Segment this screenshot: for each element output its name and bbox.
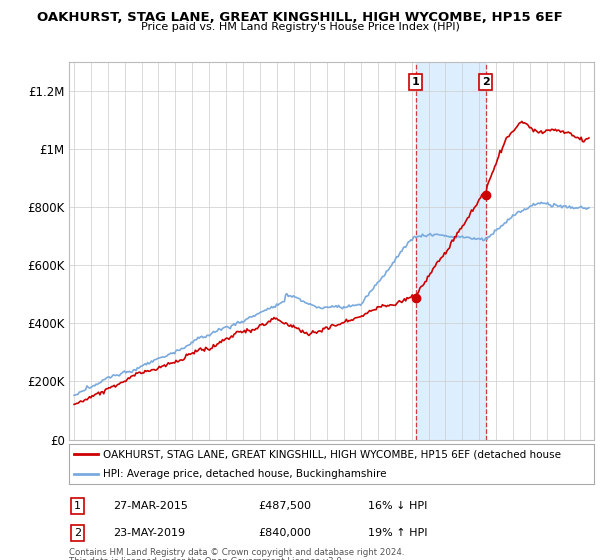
Text: 19% ↑ HPI: 19% ↑ HPI [368,528,428,538]
Text: OAKHURST, STAG LANE, GREAT KINGSHILL, HIGH WYCOMBE, HP15 6EF: OAKHURST, STAG LANE, GREAT KINGSHILL, HI… [37,11,563,24]
Bar [416,62,486,440]
Text: Contains HM Land Registry data © Crown copyright and database right 2024.: Contains HM Land Registry data © Crown c… [69,548,404,557]
Text: 16% ↓ HPI: 16% ↓ HPI [368,501,428,511]
Text: 1: 1 [74,501,81,511]
Text: 2: 2 [74,528,82,538]
Text: 27-MAR-2015: 27-MAR-2015 [113,501,188,511]
Text: 23-MAY-2019: 23-MAY-2019 [113,528,186,538]
Text: OAKHURST, STAG LANE, GREAT KINGSHILL, HIGH WYCOMBE, HP15 6EF (detached house: OAKHURST, STAG LANE, GREAT KINGSHILL, HI… [103,449,561,459]
Text: Price paid vs. HM Land Registry's House Price Index (HPI): Price paid vs. HM Land Registry's House … [140,22,460,32]
Text: This data is licensed under the Open Government Licence v3.0.: This data is licensed under the Open Gov… [69,557,344,560]
Text: £840,000: £840,000 [258,528,311,538]
Text: 1: 1 [412,77,419,87]
Text: £487,500: £487,500 [258,501,311,511]
Text: 2: 2 [482,77,490,87]
Text: HPI: Average price, detached house, Buckinghamshire: HPI: Average price, detached house, Buck… [103,469,386,479]
